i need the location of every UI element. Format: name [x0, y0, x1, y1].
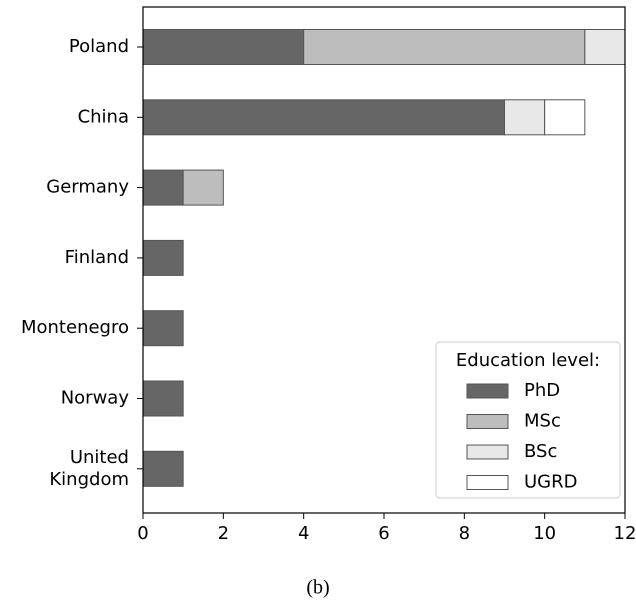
x-tick-label: 4: [298, 523, 309, 544]
bar-segment: [142, 310, 184, 347]
x-tick-label: 8: [459, 523, 470, 544]
bar-segment: [142, 99, 505, 136]
bar-segment: [142, 380, 184, 417]
bar-segment: [544, 99, 586, 136]
bar-segment: [142, 450, 184, 487]
x-tick-label: 0: [137, 523, 148, 544]
x-tick-label: 2: [218, 523, 229, 544]
y-tick-label: United Kingdom: [49, 447, 129, 490]
y-tick-label: Montenegro: [21, 317, 129, 338]
plot-frame: [142, 6, 626, 514]
y-tick-label: Germany: [46, 177, 129, 198]
bar-segment: [504, 99, 546, 136]
y-tick-label: Finland: [65, 247, 129, 268]
bar-segment: [182, 169, 224, 206]
legend-label: UGRD: [524, 472, 578, 493]
legend-label: PhD: [524, 380, 560, 401]
y-tick-label: Poland: [69, 36, 129, 57]
x-tick-label: 6: [378, 523, 389, 544]
bar-segment: [303, 29, 586, 65]
bar-segment: [142, 239, 184, 276]
legend-title: Education level:: [456, 350, 600, 371]
legend-label: MSc: [524, 411, 561, 432]
legend-swatch: [466, 444, 509, 460]
legend-swatch: [466, 383, 509, 399]
legend-label: BSc: [524, 441, 557, 462]
y-tick-label: Norway: [61, 388, 130, 409]
legend-swatch: [466, 475, 509, 490]
bar-segment: [584, 29, 626, 65]
caption: (b): [306, 577, 329, 599]
legend-swatch: [466, 414, 509, 429]
x-tick-label: 10: [533, 523, 556, 544]
bar-segment: [142, 29, 305, 65]
bar-segment: [142, 169, 184, 206]
x-tick-label: 12: [614, 523, 636, 544]
y-tick-label: China: [78, 106, 129, 127]
